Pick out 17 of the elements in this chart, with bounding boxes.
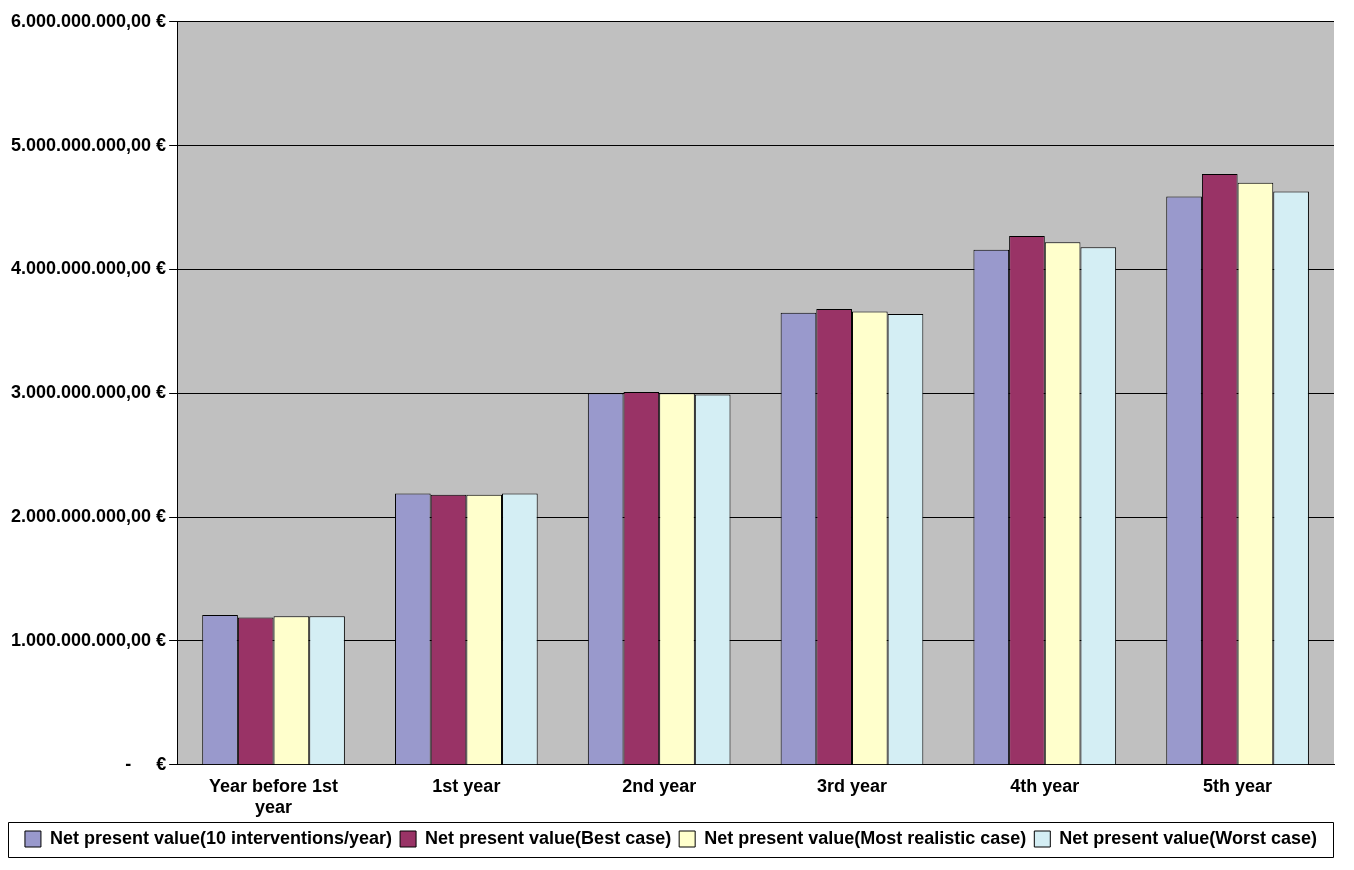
x-tick-label: 4th year: [1010, 775, 1080, 796]
y-tick-label: 2.000.000.000,00 €: [10, 506, 167, 527]
y-tick-label: 6.000.000.000,00 €: [10, 10, 167, 31]
legend-label: Net present value(Best case): [425, 827, 672, 848]
x-tick-label: 2nd year: [622, 775, 697, 796]
y-tick-label: - €: [125, 753, 167, 774]
y-tick-label: 4.000.000.000,00 €: [10, 258, 167, 279]
legend-label: Net present value(Most realistic case): [704, 827, 1027, 848]
y-tick-label: 1.000.000.000,00 €: [10, 629, 167, 650]
x-tick-label: 5th year: [1203, 775, 1273, 796]
x-tick-label: 3rd year: [816, 775, 888, 796]
x-tick-label: Year before 1st year: [209, 775, 339, 818]
x-tick-label: 1st year: [432, 775, 501, 796]
y-tick-label: 5.000.000.000,00 €: [10, 134, 167, 155]
y-tick-label: 3.000.000.000,00 €: [10, 382, 167, 403]
legend-label: Net present value(10 interventions/year): [49, 827, 393, 848]
legend-label: Net present value(Worst case): [1059, 827, 1318, 848]
